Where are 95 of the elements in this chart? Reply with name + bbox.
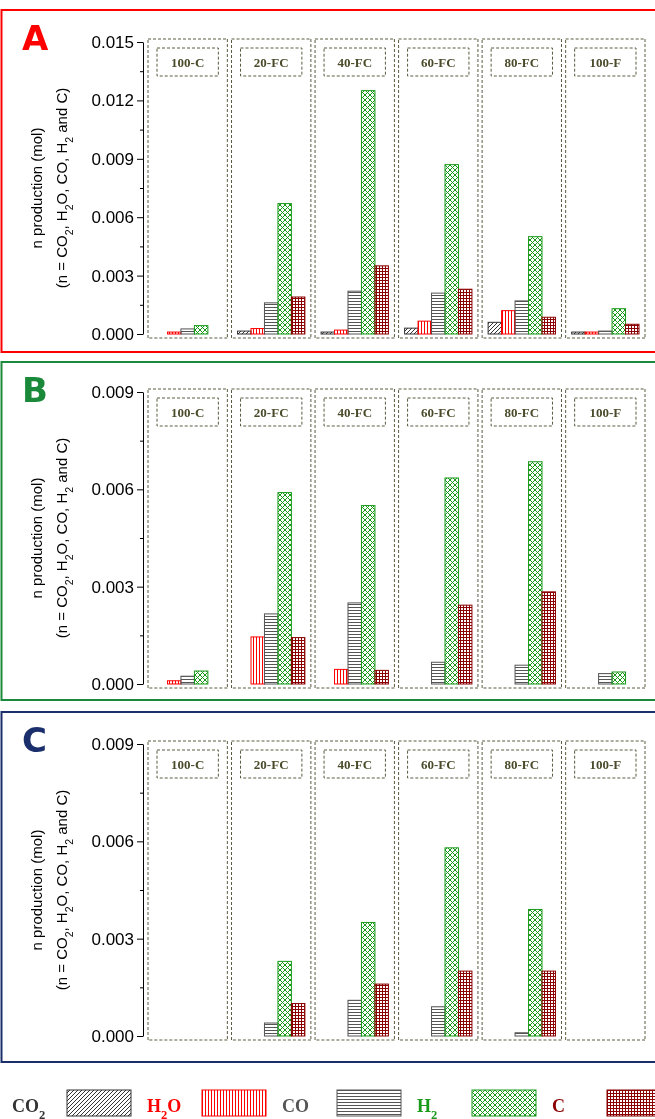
bar — [444, 164, 459, 335]
bar — [457, 970, 473, 1037]
bar — [611, 308, 627, 335]
bar — [193, 325, 209, 335]
y-tick-label: 0.006 — [91, 208, 134, 228]
bar — [374, 983, 389, 1037]
bar — [444, 847, 459, 1037]
x-tick-label: 20-FC — [253, 405, 289, 420]
bar — [501, 310, 516, 335]
bar — [541, 591, 556, 685]
x-tick-label: 100-C — [171, 55, 205, 70]
bar — [431, 661, 446, 685]
x-tick-label: 60-FC — [420, 757, 456, 772]
bar — [334, 668, 349, 685]
bar — [487, 321, 503, 335]
bar — [277, 492, 292, 685]
chart-title: A — [22, 18, 49, 58]
y-tick-label: 0.003 — [91, 577, 134, 597]
bar — [290, 637, 306, 685]
bar — [334, 329, 349, 335]
bar — [166, 680, 182, 685]
bar — [417, 320, 433, 335]
y-tick-label: 0.006 — [91, 832, 134, 852]
x-tick-label: 80-FC — [504, 405, 540, 420]
bar — [457, 604, 473, 685]
x-tick-label: 60-FC — [420, 55, 456, 70]
bar — [514, 1032, 530, 1037]
bar — [457, 288, 473, 335]
bar — [598, 673, 613, 685]
x-tick-label: 100-F — [589, 55, 622, 70]
y-tick-label: 0.000 — [91, 324, 134, 344]
bar — [431, 1006, 446, 1037]
bar — [250, 636, 265, 685]
bar — [611, 671, 627, 685]
x-tick-label: 60-FC — [420, 405, 456, 420]
bar — [347, 999, 362, 1037]
bar — [528, 236, 543, 335]
x-tick-label: 40-FC — [337, 405, 373, 420]
x-tick-label: 20-FC — [253, 757, 289, 772]
legend-label: CO$_{2}$ — [12, 1096, 46, 1119]
bar — [347, 290, 362, 335]
y-tick-label: 0.012 — [91, 91, 134, 111]
bar — [263, 613, 279, 685]
bar — [374, 265, 389, 335]
x-tick-label: 80-FC — [504, 757, 540, 772]
bar — [431, 292, 446, 335]
bar — [444, 477, 459, 685]
bar — [360, 505, 376, 685]
x-tick-label: 40-FC — [337, 55, 373, 70]
bar — [180, 328, 195, 335]
x-tick-label: 100-F — [589, 405, 622, 420]
y-tick-label: 0.003 — [91, 929, 134, 949]
text: C — [552, 1096, 565, 1116]
bar — [290, 1003, 306, 1037]
bar — [374, 669, 389, 685]
x-tick-label: 100-C — [171, 405, 205, 420]
bar — [514, 300, 530, 335]
bar — [360, 921, 376, 1037]
x-tick-label: 100-F — [589, 757, 622, 772]
x-tick-label: 80-FC — [504, 55, 540, 70]
y-tick-label: 0.015 — [91, 32, 134, 52]
y-tick-label: 0.006 — [91, 480, 134, 500]
y-tick-label: 0.000 — [91, 1026, 134, 1046]
bar — [263, 302, 279, 335]
bar — [541, 316, 556, 335]
x-tick-label: 100-C — [171, 757, 205, 772]
bar — [598, 330, 613, 335]
bar — [347, 602, 362, 685]
bar — [180, 675, 195, 685]
bar — [528, 908, 543, 1037]
bar — [360, 90, 376, 335]
chart-title: B — [22, 370, 48, 410]
bar — [404, 327, 419, 335]
bar — [193, 670, 209, 685]
y-tick-label: 0.000 — [91, 674, 134, 694]
bar — [625, 323, 640, 335]
y-tick-label: 0.009 — [91, 734, 134, 754]
y-tick-label: 0.009 — [91, 149, 134, 169]
y-tick-label: 0.009 — [91, 382, 134, 402]
chart-title: C — [22, 720, 47, 760]
bar — [237, 330, 252, 335]
bar — [541, 970, 556, 1037]
bar — [277, 203, 292, 335]
bar — [250, 328, 265, 335]
bar — [263, 1022, 279, 1037]
x-tick-label: 20-FC — [253, 55, 289, 70]
bar — [528, 461, 543, 685]
text: H$_{2}$ — [417, 1096, 438, 1119]
y-tick-label: 0.003 — [91, 266, 134, 286]
bar — [514, 664, 530, 685]
legend-label: H$_{2}$O — [147, 1096, 182, 1119]
text: CO — [282, 1096, 309, 1116]
x-tick-label: 40-FC — [337, 757, 373, 772]
bar — [290, 296, 306, 335]
bar — [277, 960, 292, 1037]
